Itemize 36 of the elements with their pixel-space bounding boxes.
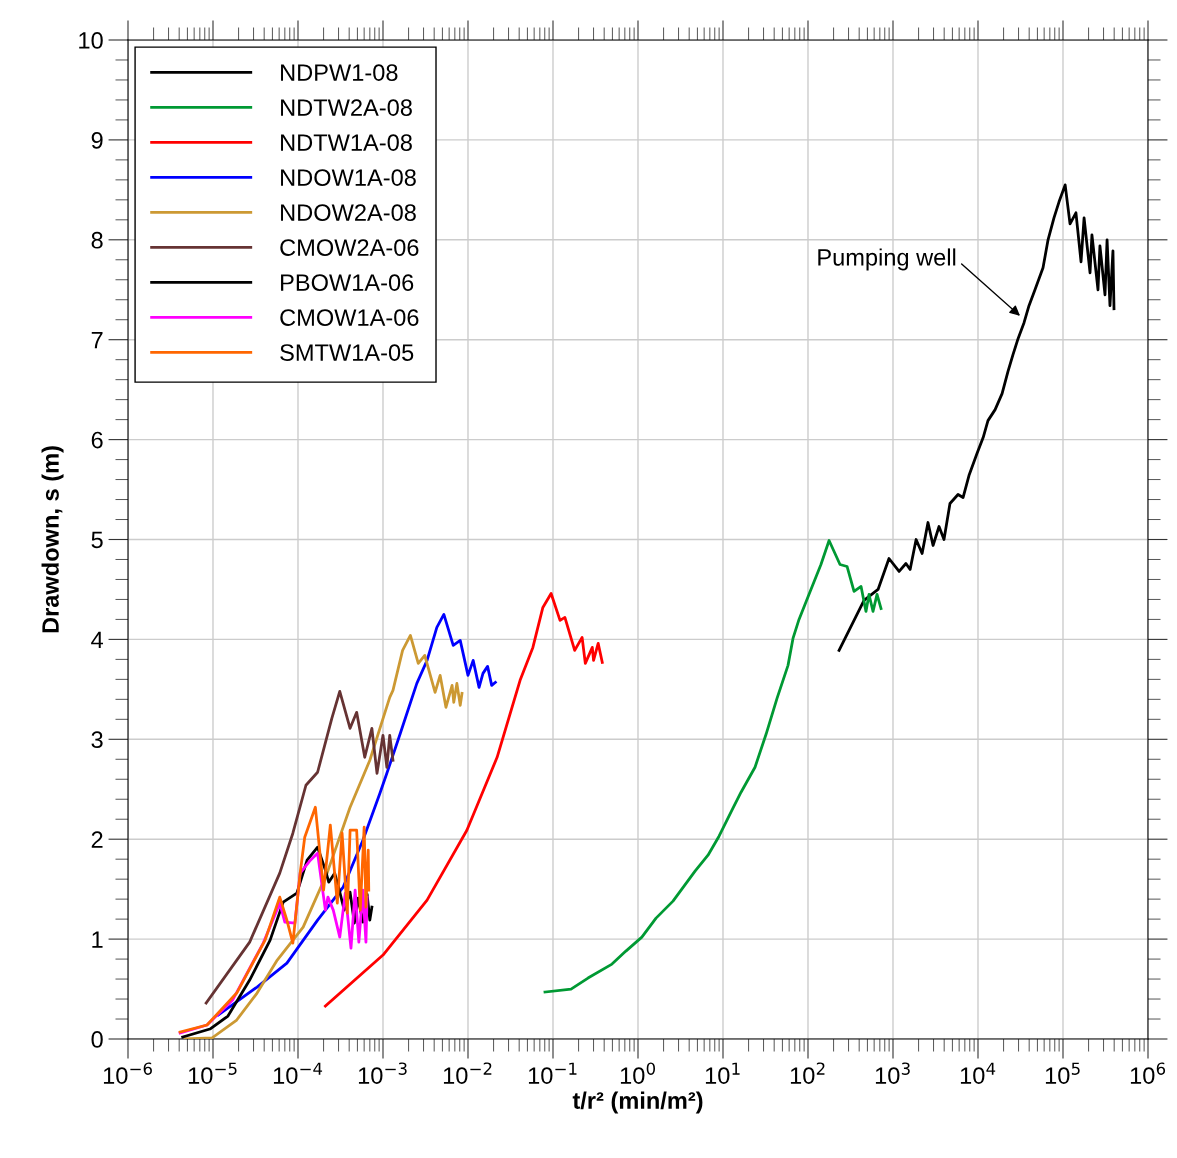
y-tick-label: 8	[91, 231, 103, 249]
y-tick-label: 0	[91, 1031, 103, 1048]
y-tick-label: 2	[91, 831, 103, 848]
x-tick-label: 10$^{4}$	[960, 1062, 996, 1084]
x-tick-label: 10$^{−1}$	[528, 1062, 577, 1084]
x-tick-label: 10$^{6}$	[1130, 1062, 1166, 1084]
x-axis-title: t/r² (min/m²)	[572, 1091, 703, 1114]
y-tick-label: 4	[91, 631, 103, 648]
legend-label: NDTW2A-08	[281, 99, 412, 116]
legend-label: PBOW1A-06	[281, 274, 414, 291]
legend-label: SMTW1A-05	[280, 344, 414, 361]
legend-label: NDOW2A-08	[281, 204, 416, 221]
y-tick-label: 5	[91, 531, 103, 549]
y-tick-label: 3	[91, 731, 103, 749]
annotation: Pumping well	[818, 248, 956, 271]
x-tick-label: 10$^{−2}$	[443, 1062, 492, 1084]
legend-label: CMOW1A-06	[280, 309, 419, 326]
y-tick-label: 6	[91, 431, 103, 449]
x-tick-label: 10$^{3}$	[875, 1062, 910, 1084]
x-tick-label: 10$^{−3}$	[358, 1062, 407, 1084]
legend-label: CMOW2A-06	[280, 239, 419, 256]
x-tick-label: 10$^{5}$	[1045, 1062, 1080, 1084]
legend-label: NDPW1-08	[281, 64, 398, 81]
x-tick-label: 10$^{−5}$	[188, 1062, 237, 1084]
legend-label: NDTW1A-08	[281, 134, 412, 151]
y-tick-label: 9	[91, 131, 103, 149]
x-tick-label: 10$^{−6}$	[103, 1062, 152, 1084]
y-tick-label: 1	[92, 931, 103, 948]
y-tick-label: 10	[79, 32, 103, 49]
x-tick-label: 10$^{1}$	[705, 1062, 740, 1084]
y-tick-label: 7	[91, 332, 103, 349]
legend-label: NDOW1A-08	[281, 169, 416, 186]
x-tick-label: 10$^{−4}$	[273, 1062, 323, 1084]
x-tick-label: 10$^{2}$	[790, 1062, 825, 1084]
x-tick-label: 10$^{0}$	[620, 1062, 656, 1084]
y-axis-title: Drawdown, s (m)	[41, 446, 64, 633]
